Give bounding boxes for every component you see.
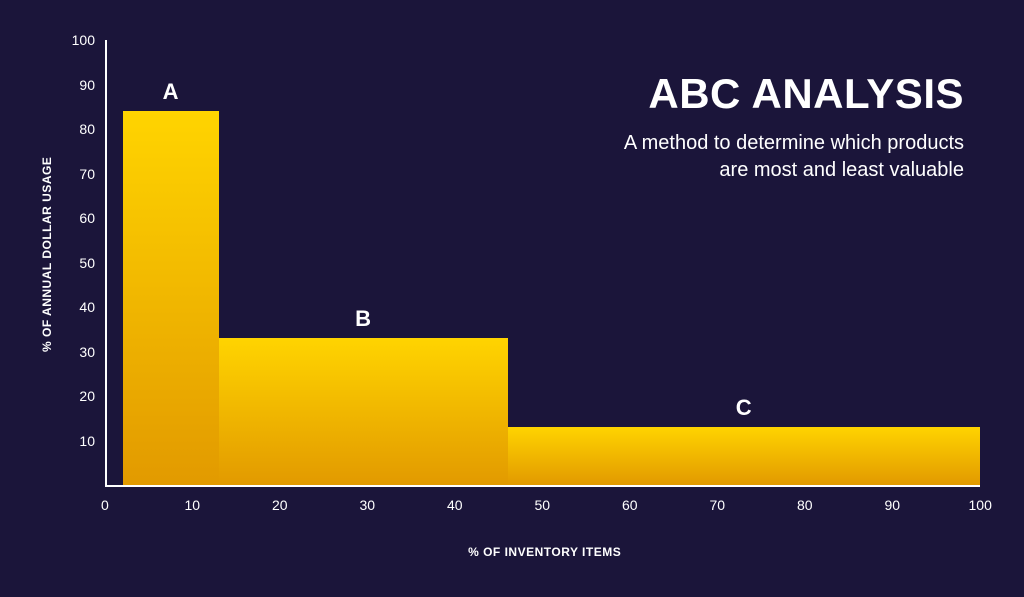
y-tick-label: 80 [79,121,95,137]
y-tick-label: 40 [79,299,95,315]
x-tick-label: 40 [447,497,463,513]
bar-label-a: A [123,79,219,105]
x-tick-label: 70 [710,497,726,513]
x-tick-label: 20 [272,497,288,513]
y-tick-label: 20 [79,388,95,404]
y-axis-line [105,40,107,485]
x-axis-line [105,485,980,487]
bar-a [123,111,219,485]
x-tick-label: 10 [185,497,201,513]
chart-stage: ABC ANALYSIS A method to determine which… [0,0,1024,597]
bar-label-c: C [508,395,981,421]
y-tick-label: 10 [79,433,95,449]
bar-c [508,427,981,485]
y-tick-label: 70 [79,166,95,182]
x-tick-label: 90 [885,497,901,513]
y-tick-label: 60 [79,210,95,226]
y-axis-label: % OF ANNUAL DOLLAR USAGE [40,156,54,351]
x-tick-label: 30 [360,497,376,513]
subtitle-line-1: A method to determine which products [624,132,964,154]
x-tick-label: 100 [969,497,992,513]
x-tick-label: 0 [101,497,109,513]
x-tick-label: 50 [535,497,551,513]
x-axis-label: % OF INVENTORY ITEMS [468,545,621,559]
bar-b [219,338,508,485]
bar-label-b: B [219,306,508,332]
chart-title: ABC ANALYSIS [648,70,964,118]
subtitle-line-2: are most and least valuable [719,159,964,181]
y-tick-label: 50 [79,255,95,271]
y-tick-label: 30 [79,344,95,360]
y-tick-label: 100 [72,32,95,48]
y-tick-label: 90 [79,77,95,93]
x-tick-label: 80 [797,497,813,513]
x-tick-label: 60 [622,497,638,513]
chart-subtitle: A method to determine which products are… [624,130,964,184]
